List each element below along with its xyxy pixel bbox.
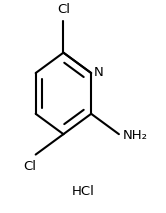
Text: NH₂: NH₂ — [123, 129, 148, 142]
Text: Cl: Cl — [23, 160, 37, 173]
Text: Cl: Cl — [57, 3, 70, 16]
Text: N: N — [94, 66, 103, 79]
Text: HCl: HCl — [72, 185, 94, 198]
